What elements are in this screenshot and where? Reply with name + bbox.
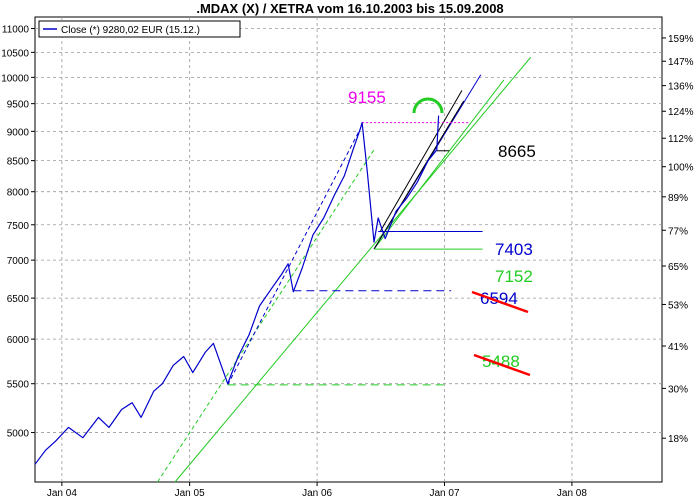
strike-mark-5488 bbox=[473, 353, 531, 377]
trend-line-green-dashed bbox=[157, 148, 376, 483]
y-right-tick-label: 124% bbox=[668, 107, 694, 118]
trend-line-black-2 bbox=[379, 90, 463, 232]
x-tick-label: Jan 08 bbox=[557, 488, 587, 499]
y-right-tick-label: 147% bbox=[668, 57, 694, 68]
y-axis-left: 5000 5500 6000 6500 7000 7500 8000 8500 9000 9500… bbox=[1, 25, 35, 440]
x-tick-label: Jan 05 bbox=[175, 488, 205, 499]
y-tick-label: 6000 bbox=[7, 335, 30, 346]
x-tick-label: Jan 06 bbox=[302, 488, 332, 499]
trend-line-blue-dashed bbox=[227, 131, 360, 386]
annotation-label-7403: 7403 bbox=[495, 240, 533, 259]
y-tick-label: 5000 bbox=[7, 429, 30, 440]
annotation-label-9155: 9155 bbox=[348, 88, 386, 107]
annotation-label-6594: 6594 bbox=[480, 289, 518, 308]
annotation-label-8665: 8665 bbox=[498, 142, 536, 161]
y-tick-label: 9000 bbox=[7, 127, 30, 138]
y-tick-label: 5500 bbox=[7, 380, 30, 391]
y-tick-label: 8500 bbox=[7, 157, 30, 168]
legend-label: Close (*) 9280,02 EUR (15.12.) bbox=[61, 25, 200, 36]
y-right-tick-label: 136% bbox=[668, 82, 694, 93]
y-right-tick-label: 77% bbox=[668, 226, 688, 237]
annotation-label-7152: 7152 bbox=[495, 267, 533, 286]
x-tick-label: Jan 04 bbox=[47, 488, 77, 499]
legend-box bbox=[38, 20, 241, 38]
y-axis-right: 18% 30% 41% 53% 65% 77% 89% 100% 112% 124% 136% 147… bbox=[662, 34, 694, 445]
plot-area bbox=[34, 16, 663, 483]
highlight-arc bbox=[412, 97, 444, 114]
y-right-tick-label: 53% bbox=[668, 300, 688, 311]
trend-line-green-main bbox=[174, 56, 532, 483]
y-tick-label: 9500 bbox=[7, 100, 30, 111]
y-right-tick-label: 89% bbox=[668, 193, 688, 204]
y-right-tick-label: 159% bbox=[668, 34, 694, 45]
strike-mark-6594 bbox=[471, 290, 529, 314]
trend-line-black-1 bbox=[373, 100, 465, 250]
y-tick-label: 8000 bbox=[7, 188, 30, 199]
y-right-tick-label: 41% bbox=[668, 342, 688, 353]
y-tick-label: 7000 bbox=[7, 256, 30, 267]
legend: Close (*) 9280,02 EUR (15.12.) bbox=[38, 20, 241, 38]
y-right-tick-label: 100% bbox=[668, 163, 694, 174]
y-right-tick-label: 30% bbox=[668, 384, 688, 395]
y-right-tick-label: 112% bbox=[668, 134, 693, 145]
y-tick-label: 6500 bbox=[7, 294, 30, 305]
y-right-tick-label: 65% bbox=[668, 262, 688, 273]
series-close-line bbox=[34, 115, 440, 465]
x-axis: Jan 04 Jan 05 Jan 06 Jan 07 Jan 08 bbox=[47, 482, 587, 499]
annotations: 9155 8665 7403 7152 6594 5488 bbox=[348, 88, 536, 377]
x-tick-label: Jan 07 bbox=[429, 488, 459, 499]
annotation-label-5488: 5488 bbox=[482, 352, 520, 371]
chart-title: .MDAX (X) / XETRA vom 16.10.2003 bis 15.… bbox=[196, 1, 504, 16]
series bbox=[34, 115, 440, 465]
y-right-tick-label: 18% bbox=[668, 434, 688, 445]
trend-line-green-upper bbox=[373, 79, 505, 250]
y-tick-label: 10500 bbox=[1, 48, 29, 59]
y-tick-label: 10000 bbox=[1, 73, 29, 84]
y-tick-label: 7500 bbox=[7, 221, 30, 232]
y-tick-label: 11000 bbox=[2, 25, 30, 36]
